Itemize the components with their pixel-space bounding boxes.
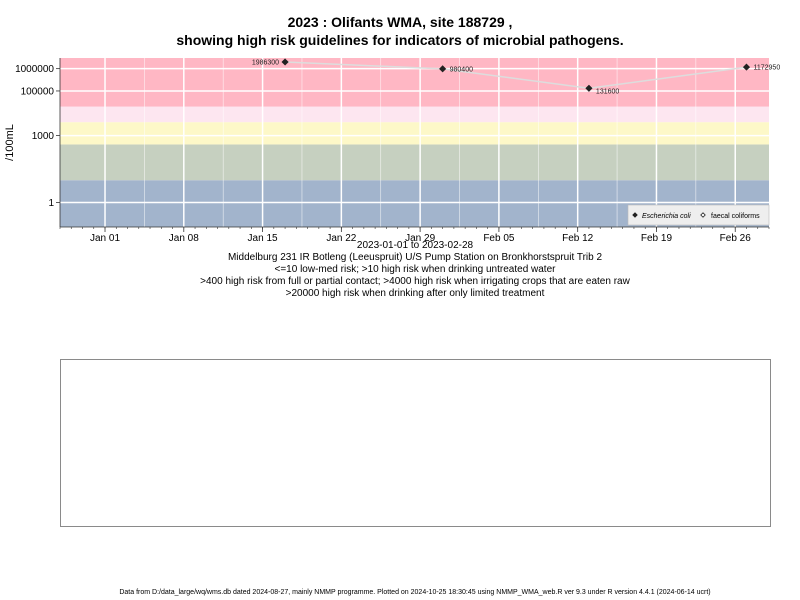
risk-caption-3: >20000 high risk when drinking after onl… xyxy=(285,288,545,299)
risk-bands xyxy=(60,58,769,227)
x-tick-label: Feb 26 xyxy=(720,233,752,244)
data-label: 131600 xyxy=(596,88,619,95)
legend: Escherichia coli faecal coliforms xyxy=(627,204,770,226)
data-point-marker xyxy=(439,65,447,73)
x-tick-label: Jan 15 xyxy=(248,233,278,244)
data-label: 1986300 xyxy=(252,59,279,66)
empty-plot-panel xyxy=(60,359,771,527)
data-label: 1172950 xyxy=(753,65,780,72)
data-point-marker xyxy=(281,58,289,66)
legend-box xyxy=(627,204,770,226)
legend-label-faecal: faecal coliforms xyxy=(711,213,760,220)
data-label: 980400 xyxy=(450,66,473,73)
date-range-caption: 2023-01-01 to 2023-02-28 xyxy=(356,240,474,251)
footer-note: Data from D:/data_large/wq/wms.db dated … xyxy=(119,589,711,596)
chart-title: 2023 : Olifants WMA, site 188729 , xyxy=(287,14,513,30)
series-line xyxy=(285,61,747,90)
legend-marker-faecal xyxy=(700,212,706,218)
x-tick-label: Jan 08 xyxy=(169,233,199,244)
y-tick-label: 100000 xyxy=(21,86,55,97)
axes: Jan 01 Jan 08 Jan 15 Jan 22 Jan 29 Feb 05 Feb … xyxy=(4,58,770,244)
legend-label-ecoli: Escherichia coli xyxy=(642,213,691,220)
y-tick-label: 1 xyxy=(48,198,54,209)
risk-band xyxy=(60,106,769,123)
data-point-marker xyxy=(742,63,751,71)
legend-marker-ecoli xyxy=(632,212,638,218)
data-points: 1986300 980400 131600 1172950 xyxy=(252,58,780,95)
chart-subtitle: showing high risk guidelines for indicat… xyxy=(176,32,624,48)
x-tick-label: Feb 12 xyxy=(562,233,594,244)
risk-band xyxy=(60,122,769,145)
series-line-path xyxy=(285,61,747,90)
y-axis-label: /100mL xyxy=(4,124,16,161)
risk-band xyxy=(60,144,769,181)
y-tick-label: 1000 xyxy=(32,131,55,142)
x-tick-label: Feb 05 xyxy=(483,233,515,244)
risk-caption-2: >400 high risk from full or partial cont… xyxy=(200,276,630,287)
site-caption: Middelburg 231 IR Botleng (Leeuspruit) U… xyxy=(227,252,603,263)
risk-caption-1: <=10 low-med risk; >10 high risk when dr… xyxy=(274,264,556,275)
data-point-marker xyxy=(585,84,593,92)
x-tick-label: Jan 01 xyxy=(90,233,120,244)
x-tick-label: Feb 19 xyxy=(641,233,673,244)
risk-band xyxy=(60,58,769,107)
y-tick-label: 1000000 xyxy=(15,64,54,75)
x-tick-label: Jan 29 xyxy=(405,233,435,244)
x-tick-label: Jan 22 xyxy=(326,233,356,244)
